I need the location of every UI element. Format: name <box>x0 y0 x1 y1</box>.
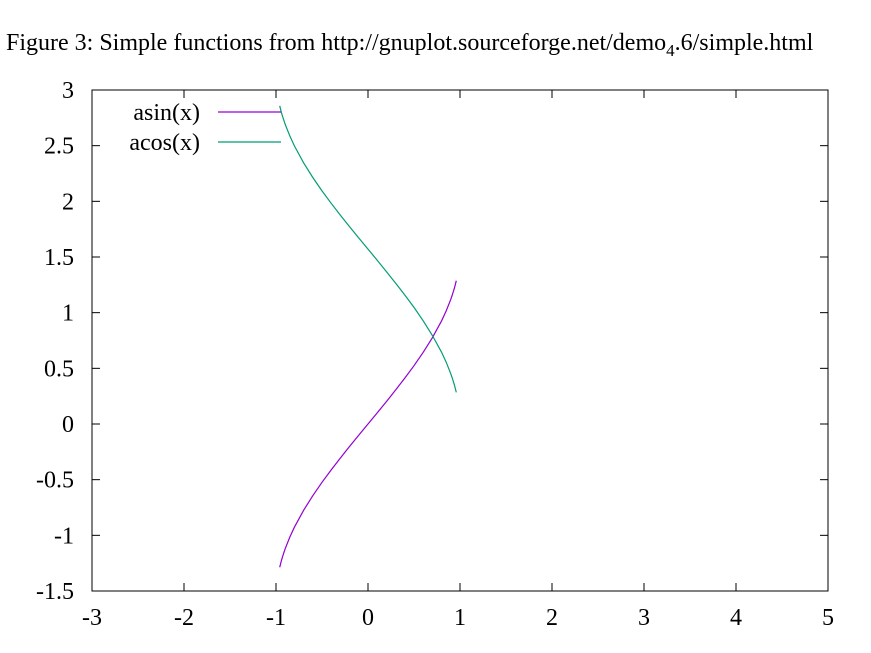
series-line-1 <box>279 105 457 393</box>
y-tick-label: 2.5 <box>44 134 74 160</box>
y-tick-label: 0 <box>62 412 74 438</box>
legend-label-0: asin(x) <box>133 100 200 126</box>
x-tick-label: 2 <box>546 605 558 631</box>
y-tick-label: -1 <box>54 523 74 549</box>
y-tick-label: -1.5 <box>36 579 74 605</box>
legend: asin(x) acos(x) <box>129 100 281 156</box>
x-tick-label: -3 <box>82 605 102 631</box>
y-tick-label: 3 <box>62 78 74 104</box>
y-tick-label: 0.5 <box>44 356 74 382</box>
y-tick-label: 1.5 <box>44 245 74 271</box>
series-line-0 <box>279 280 457 568</box>
y-tick-label: -0.5 <box>36 468 74 494</box>
x-tick-label: 4 <box>730 605 742 631</box>
axis-ticks: -3 -2 -1 0 1 2 3 4 5 -1.5 -1 -0.5 0 0.5 1 1.5 2 2.5 3 <box>36 78 834 631</box>
plot-border <box>91 89 829 592</box>
chart-title-subscript: 4 <box>666 41 675 60</box>
y-tick-label: 2 <box>62 189 74 215</box>
x-tick-label: -2 <box>174 605 194 631</box>
y-tick-label: 1 <box>62 301 74 327</box>
legend-label-1: acos(x) <box>129 130 200 156</box>
x-tick-label: 1 <box>454 605 466 631</box>
x-tick-label: 5 <box>822 605 834 631</box>
chart-title-prefix: Figure 3: Simple functions from http://g… <box>6 30 666 56</box>
chart-title: Figure 3: Simple functions from http://g… <box>6 30 814 60</box>
x-tick-label: 3 <box>638 605 650 631</box>
chart-title-suffix: .6/simple.html <box>675 30 814 56</box>
x-tick-label: 0 <box>362 605 374 631</box>
plot-area <box>91 89 829 592</box>
x-tick-label: -1 <box>266 605 286 631</box>
series-layer <box>279 105 457 568</box>
